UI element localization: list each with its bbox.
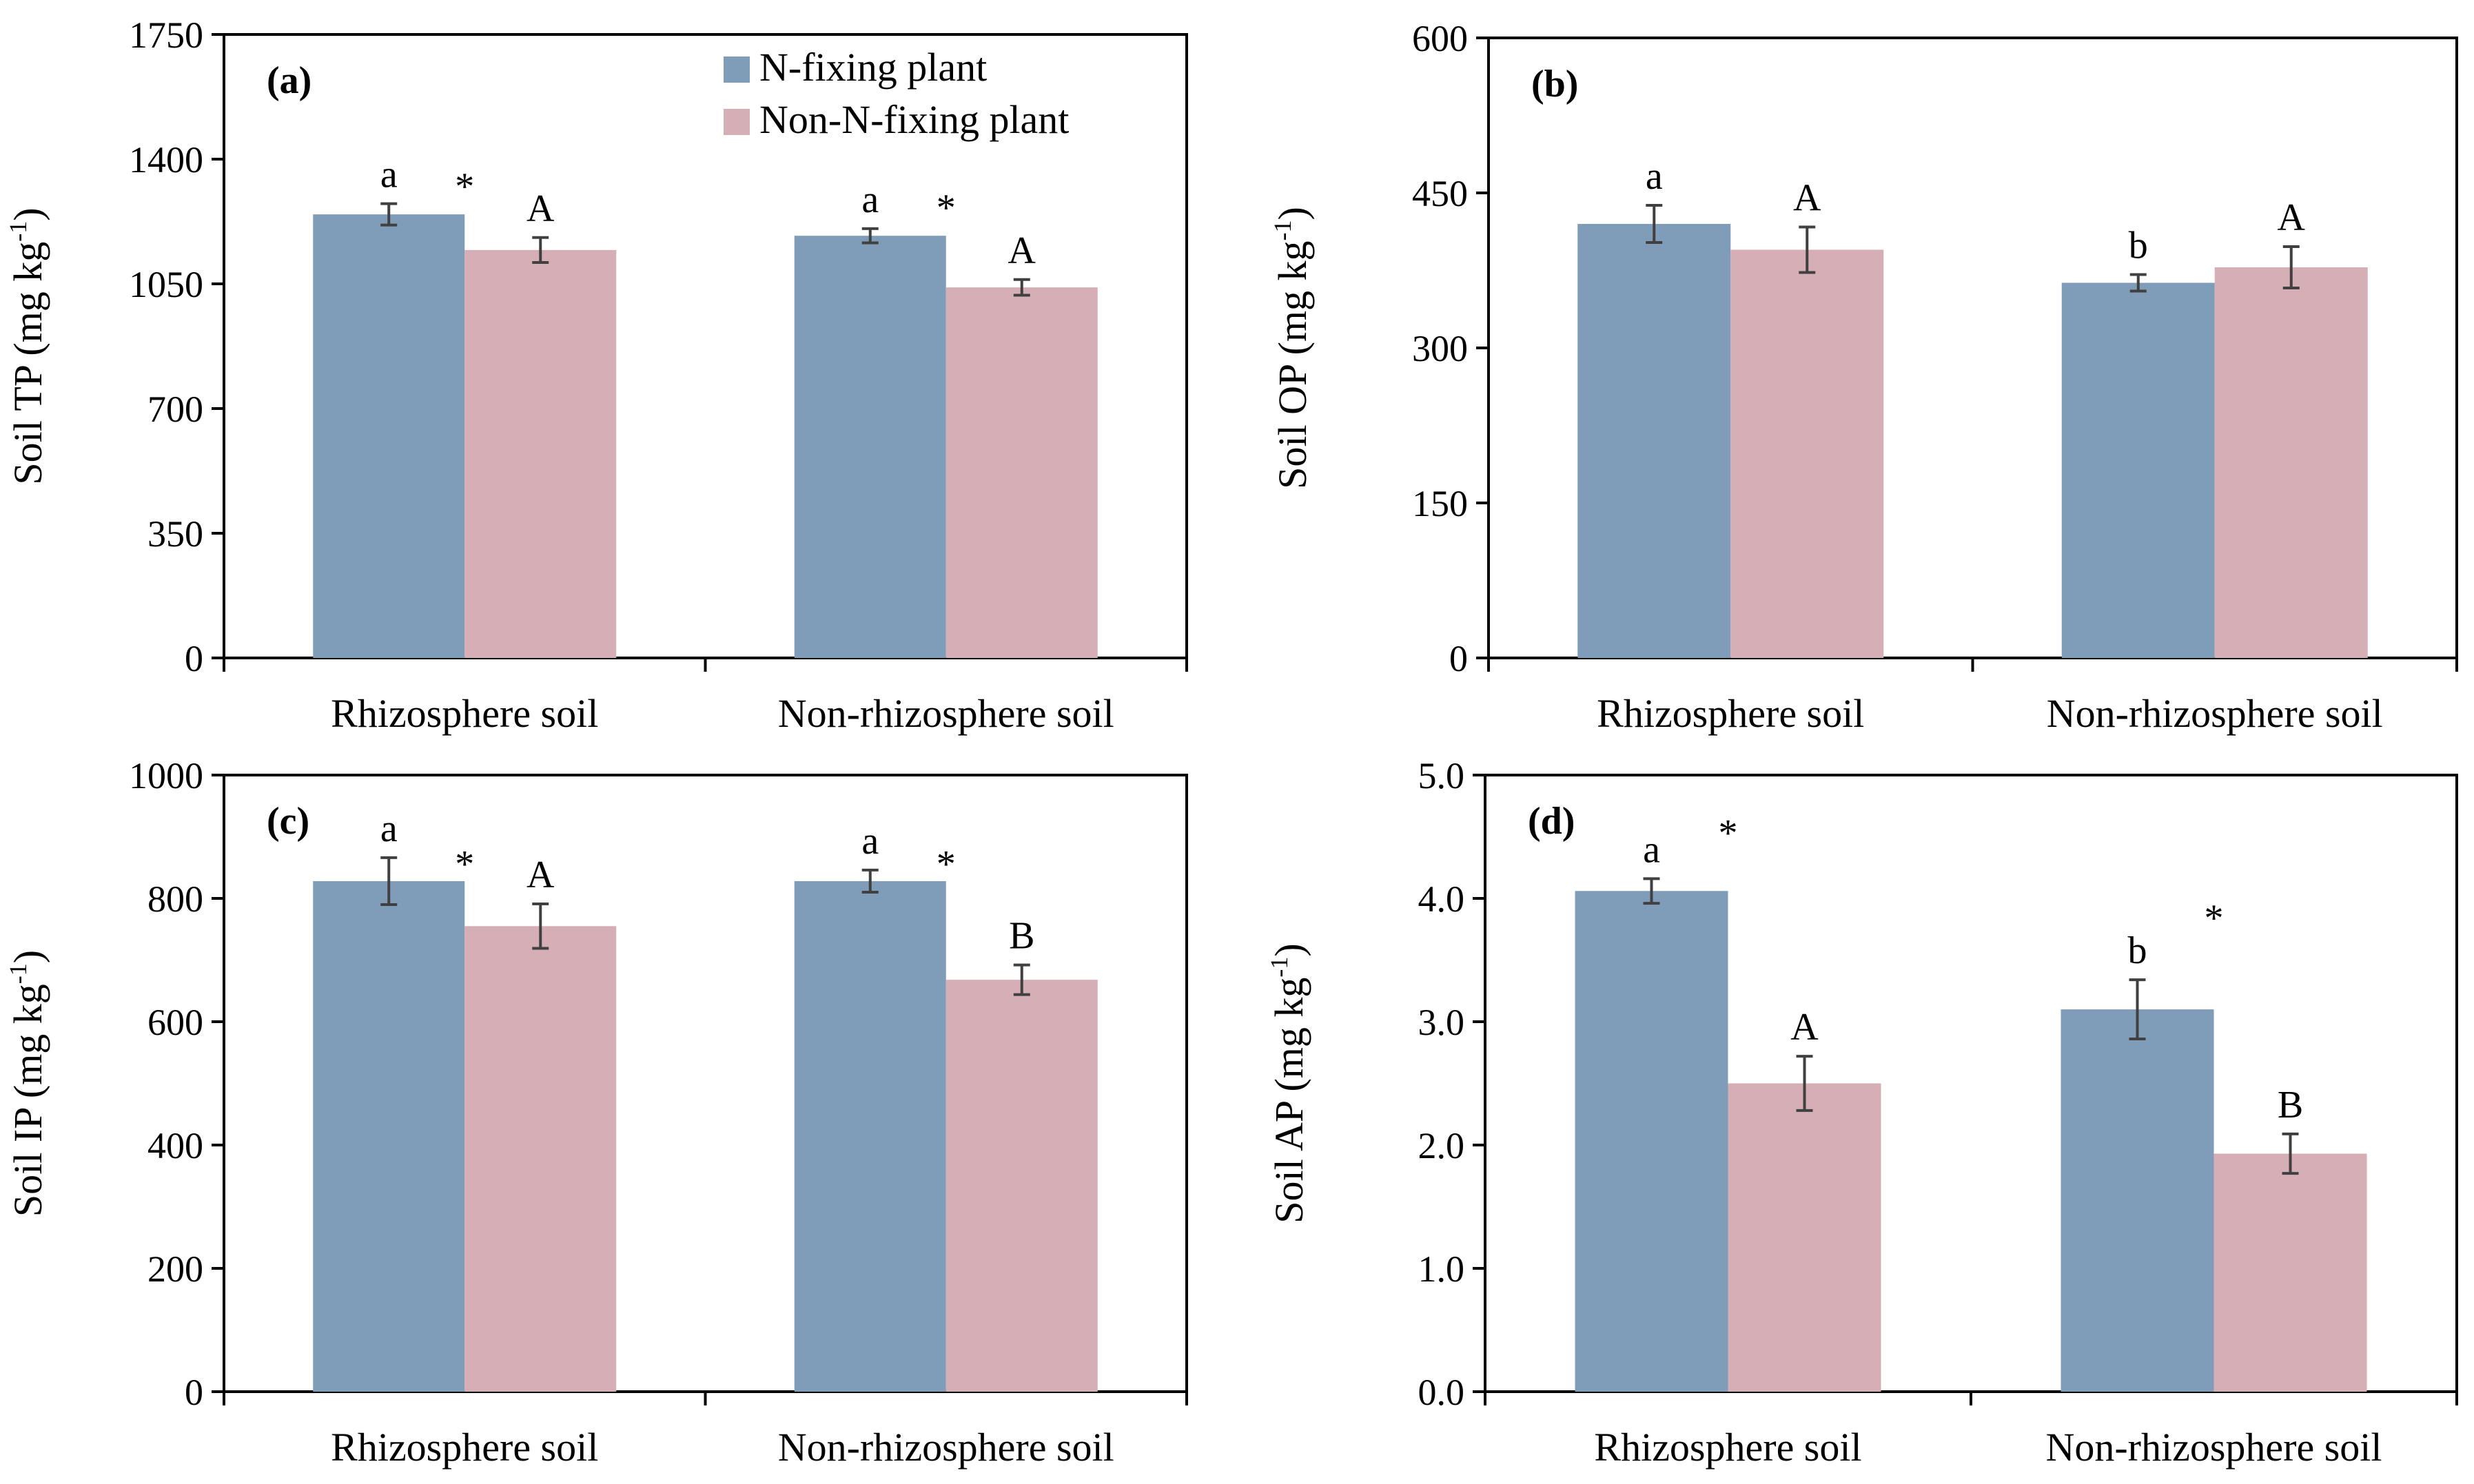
bar-non-n-fixing [464,249,617,658]
significance-letter: a [861,178,879,221]
significance-letter: A [1793,177,1821,220]
y-tick-label: 0 [1449,638,1468,679]
bar-non-n-fixing [2214,267,2368,658]
significance-star: * [937,843,956,885]
bar-n-fixing [1575,891,1728,1392]
legend-label: Non-N-fixing plant [759,97,1069,142]
y-tick-label: 1000 [129,755,203,796]
y-axis-label: Soil TP (mg kg-1) [4,207,50,484]
category-label: Rhizosphere soil [1597,691,1864,736]
bar-non-n-fixing [2214,1153,2367,1392]
significance-letter: A [1008,229,1036,272]
significance-letter: A [527,854,555,896]
y-axis-label: Soil AP (mg kg-1) [1265,943,1311,1224]
significance-star: * [937,187,956,229]
y-tick-label: 2.0 [1418,1125,1465,1166]
y-tick-label: 1.0 [1418,1248,1465,1290]
significance-letter: b [2128,929,2147,972]
bar-non-n-fixing [464,926,617,1392]
significance-letter: a [380,154,398,196]
bar-n-fixing [313,880,465,1392]
y-axis-label: Soil IP (mg kg-1) [4,950,50,1217]
y-tick-label: 3.0 [1418,1002,1465,1043]
significance-letter: B [2278,1084,2303,1126]
legend-swatch [724,109,750,135]
y-tick-label: 200 [147,1248,203,1290]
panel-tag: (a) [267,59,311,102]
category-label: Non-rhizosphere soil [778,1425,1114,1470]
y-tick-label: 350 [147,513,203,555]
bar-non-n-fixing [1728,1083,1881,1392]
category-label: Non-rhizosphere soil [2045,1425,2382,1470]
panel-4: 0.0 1.0 2.0 3.0 4.0 5.0 a A * Rhizosphere soil b B *… [1265,755,2458,1470]
bar-n-fixing [794,236,946,659]
significance-star: * [455,165,474,208]
legend: N-fixing plant Non-N-fixing plant [724,45,1069,142]
bar-non-n-fixing [945,287,1098,659]
category-label: Rhizosphere soil [331,1425,598,1470]
bar-n-fixing [794,880,946,1392]
y-tick-label: 600 [147,1002,203,1043]
bar-n-fixing [2061,282,2215,658]
panel-2: 0 150 300 450 600 a A Rhizosphere soil b A Non-rhi… [1269,18,2458,736]
significance-letter: b [2129,225,2148,267]
category-label: Rhizosphere soil [1594,1425,1861,1470]
y-tick-label: 4.0 [1418,878,1465,920]
significance-letter: a [380,807,398,850]
y-tick-label: 5.0 [1418,755,1465,796]
significance-letter: A [1790,1006,1819,1049]
y-tick-label: 300 [1412,328,1468,369]
y-tick-label: 1750 [129,14,203,56]
significance-star: * [2205,897,2224,940]
significance-letter: a [1643,828,1660,871]
panel-tag: (d) [1528,800,1575,843]
panel-tag: (b) [1531,63,1578,105]
category-label: Rhizosphere soil [331,691,598,736]
significance-letter: a [861,820,879,863]
bar-non-n-fixing [1730,249,1884,658]
y-tick-label: 1050 [129,264,203,305]
panel-1: 0 350 700 1050 1400 1750 a A * Rhizosphere soil a A… [4,14,1188,736]
y-tick-label: 0 [185,1372,203,1413]
significance-star: * [455,843,474,885]
y-tick-label: 0.0 [1418,1372,1465,1413]
panel-3: 0 200 400 600 800 1000 a A * Rhizosphere soil a B * N… [4,755,1188,1470]
significance-letter: A [527,187,555,230]
y-tick-label: 450 [1412,173,1468,214]
y-tick-label: 0 [185,638,203,679]
category-label: Non-rhizosphere soil [778,691,1114,736]
category-label: Non-rhizosphere soil [2047,691,2383,736]
y-tick-label: 150 [1412,483,1468,524]
y-tick-label: 800 [147,878,203,920]
y-tick-label: 700 [147,389,203,430]
bar-n-fixing [313,214,465,659]
y-axis-label: Soil OP (mg kg-1) [1269,207,1315,489]
significance-letter: A [2278,196,2306,239]
legend-label: N-fixing plant [759,45,987,90]
y-tick-label: 400 [147,1125,203,1166]
bar-n-fixing [2061,1009,2214,1392]
panel-tag: (c) [267,800,309,843]
y-tick-label: 600 [1412,18,1468,59]
bar-non-n-fixing [945,980,1098,1392]
significance-letter: a [1646,155,1663,198]
legend-swatch [724,56,750,83]
significance-star: * [1719,812,1738,855]
bar-n-fixing [1577,224,1731,658]
y-tick-label: 1400 [129,139,203,181]
significance-letter: B [1009,915,1034,958]
